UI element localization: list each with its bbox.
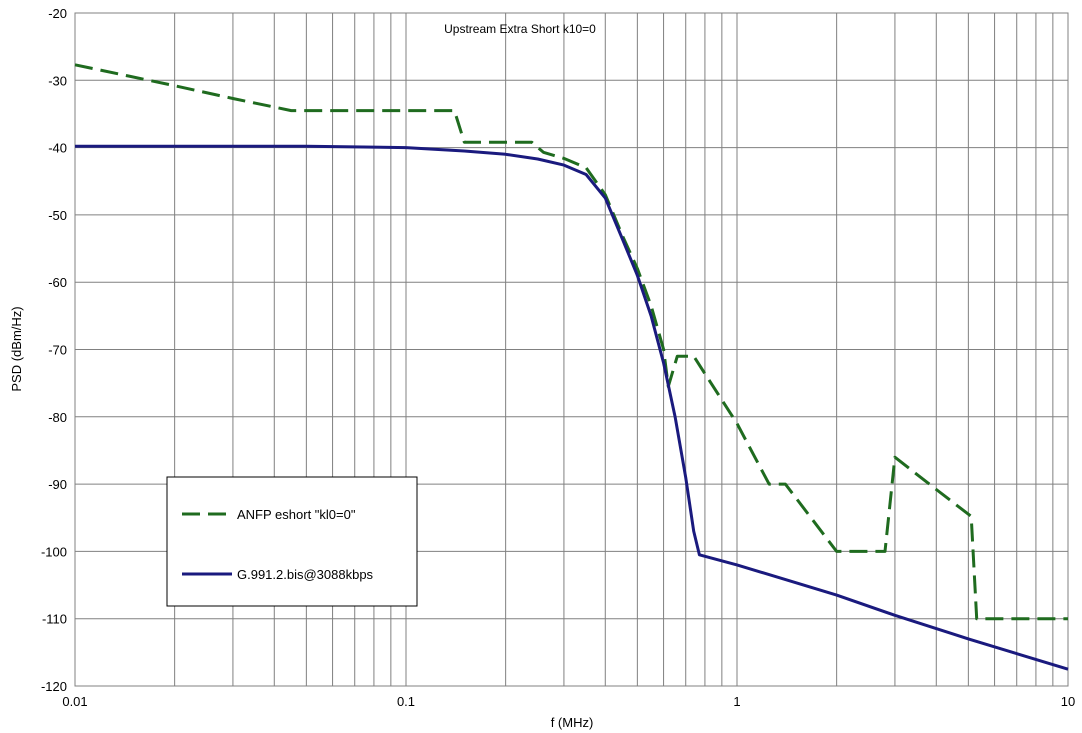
- legend-box: [166, 476, 418, 607]
- y-tick-label: -20: [48, 6, 67, 21]
- series-layer: [74, 63, 1069, 671]
- y-tick-label: -40: [48, 141, 67, 156]
- y-tick-label: -90: [48, 477, 67, 492]
- y-tick-label: -110: [42, 612, 67, 627]
- series-line-g991-2-bis: [75, 144, 1069, 671]
- chart-title: Upstream Extra Short k10=0: [444, 22, 596, 36]
- x-tick-label: 0.01: [62, 694, 87, 709]
- y-tick-label: -100: [41, 544, 67, 559]
- y-axis-title: PSD (dBm/Hz): [9, 306, 24, 391]
- x-tick-label: 0.1: [397, 694, 415, 709]
- tick-labels: 0.01 0.1 1 10 -20 -30 -40 -50 -60 -70 -80 -90 -100 -1…: [41, 6, 1075, 709]
- y-tick-label: -80: [48, 410, 67, 425]
- y-tick-label: -120: [41, 679, 67, 694]
- legend-label-anfp: ANFP eshort "kl0=0": [237, 507, 356, 522]
- series-line-anfp-eshort: [74, 63, 1068, 621]
- x-tick-label: 1: [733, 694, 740, 709]
- legend-label-g991: G.991.2.bis@3088kbps: [237, 567, 374, 582]
- legend: ANFP eshort "kl0=0" G.991.2.bis@3088kbps: [166, 476, 418, 607]
- x-axis-title: f (MHz): [551, 715, 594, 730]
- y-tick-label: -50: [48, 208, 67, 223]
- y-tick-label: -30: [48, 73, 67, 88]
- y-tick-label: -70: [48, 343, 67, 358]
- x-tick-label: 10: [1061, 694, 1075, 709]
- y-tick-label: -60: [48, 275, 67, 290]
